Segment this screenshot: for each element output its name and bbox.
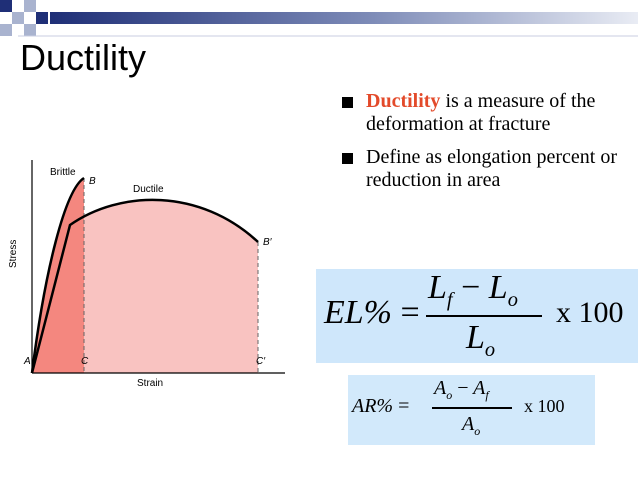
- y-axis-label: Stress: [8, 240, 19, 268]
- bullet-highlight: Ductility: [366, 90, 441, 112]
- x-axis-label: Strain: [137, 378, 163, 389]
- point-label-c: C: [81, 356, 89, 367]
- el-num-a-sub: f: [446, 288, 453, 311]
- el-equals: =: [400, 294, 420, 331]
- bullet-item-ductility: Ductility is a measure of the deformatio…: [340, 90, 630, 136]
- ar-lhs: AR%: [352, 395, 394, 417]
- stress-strain-diagram: Brittle Ductile B B′ A C C′ Strain Stres…: [8, 160, 285, 389]
- ar-minus: −: [457, 377, 469, 399]
- bullet-square-icon: [342, 97, 353, 108]
- bullet-text: is a measure of the deformation at fract…: [366, 90, 596, 135]
- point-label-c-prime: C′: [256, 356, 266, 367]
- el-num-b-sub: o: [507, 288, 518, 311]
- ductile-curve: [30, 198, 259, 374]
- el-num-b: L: [488, 269, 508, 306]
- ar-num-b-sub: f: [485, 388, 489, 402]
- point-label-b: B: [89, 176, 96, 187]
- el-num-a: L: [428, 269, 447, 306]
- ar-num-a-sub: o: [446, 388, 453, 402]
- el-minus: −: [461, 269, 481, 306]
- ductile-region: [32, 199, 258, 373]
- ar-den: A: [462, 413, 475, 435]
- brittle-label: Brittle: [50, 167, 76, 178]
- ar-num-a: A: [434, 377, 447, 399]
- bullet-square-icon: [342, 153, 353, 164]
- el-lhs: EL%: [324, 294, 392, 331]
- bullet-item-definition: Define as elongation percent or reductio…: [340, 146, 630, 192]
- slide-title: Ductility: [20, 37, 147, 78]
- ar-equals: =: [398, 395, 410, 417]
- brittle-curve: [30, 176, 85, 374]
- bullet-text: Define as elongation percent or reductio…: [366, 146, 618, 191]
- ductile-label: Ductile: [133, 184, 164, 195]
- el-factor: x 100: [556, 296, 624, 329]
- el-fraction-bar: [426, 315, 542, 317]
- ar-num-b: A: [473, 377, 486, 399]
- ar-factor: x 100: [524, 396, 565, 416]
- elongation-formula: EL% = Lf − Lo Lo x 100: [316, 269, 638, 363]
- ar-den-sub: o: [474, 424, 481, 438]
- el-den: L: [466, 319, 485, 356]
- point-label-b-prime: B′: [263, 237, 273, 248]
- reduction-area-formula: AR% = Ao − Af Ao x 100: [348, 375, 595, 445]
- header-decoration: [0, 0, 638, 37]
- ar-fraction-bar: [432, 407, 512, 409]
- point-label-a: A: [23, 356, 31, 367]
- bullet-list: Ductility is a measure of the deformatio…: [340, 90, 630, 202]
- el-den-sub: o: [484, 338, 496, 361]
